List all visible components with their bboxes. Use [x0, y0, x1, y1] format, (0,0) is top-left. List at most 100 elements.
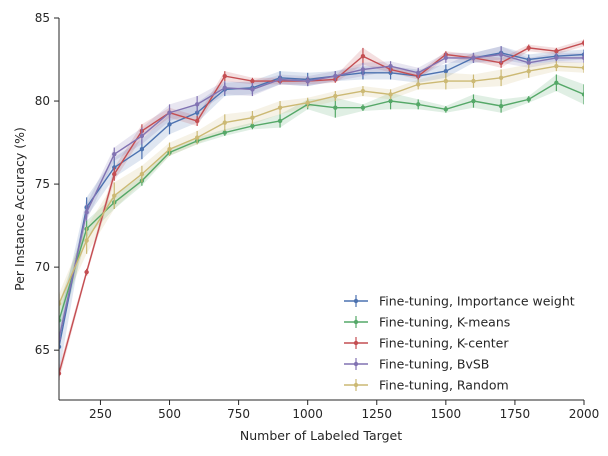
- point-fine-tuning-random: [443, 78, 449, 84]
- point-fine-tuning-random: [471, 78, 476, 84]
- x-tick-label: 500: [158, 407, 181, 421]
- point-fine-tuning-importance-weight: [194, 110, 200, 115]
- series-fine-tuning-k-means: [59, 74, 584, 337]
- point-fine-tuning-k-means: [554, 80, 559, 85]
- y-tick-label: 75: [35, 177, 50, 191]
- point-fine-tuning-bvsb: [84, 210, 89, 215]
- point-fine-tuning-random: [388, 92, 393, 97]
- point-fine-tuning-k-center: [112, 171, 117, 177]
- point-fine-tuning-k-center: [526, 45, 531, 51]
- point-fine-tuning-bvsb: [277, 77, 283, 82]
- legend: Fine-tuning, Importance weight Fine-tunin…: [344, 294, 575, 393]
- legend-marker-fine-tuning-random: [353, 382, 359, 388]
- x-tick-label: 1750: [500, 407, 531, 421]
- point-fine-tuning-bvsb: [554, 55, 559, 61]
- point-fine-tuning-random: [360, 88, 366, 94]
- line-fine-tuning-bvsb: [59, 53, 584, 339]
- point-fine-tuning-random: [112, 193, 117, 198]
- series-fine-tuning-random: [59, 61, 584, 314]
- point-fine-tuning-k-means: [416, 102, 421, 107]
- point-fine-tuning-importance-weight: [59, 344, 62, 350]
- x-ticks: 250 500 750 1000 1250 1500 1750 2000: [89, 400, 599, 421]
- point-fine-tuning-k-means: [250, 123, 255, 129]
- point-fine-tuning-bvsb: [498, 52, 504, 57]
- legend-marker-fine-tuning-importance-weight: [353, 298, 359, 304]
- legend-label-fine-tuning-importance-weight: Fine-tuning, Importance weight: [379, 294, 575, 309]
- point-fine-tuning-bvsb: [416, 70, 421, 76]
- y-tick-label: 85: [35, 11, 50, 25]
- point-fine-tuning-k-center: [581, 40, 584, 46]
- legend-item-fine-tuning-random: Fine-tuning, Random: [344, 378, 509, 393]
- point-fine-tuning-bvsb: [139, 133, 145, 139]
- legend-marker-fine-tuning-bvsb: [353, 361, 359, 367]
- point-fine-tuning-bvsb: [194, 102, 200, 107]
- x-tick-label: 1500: [431, 407, 462, 421]
- legend-label-fine-tuning-k-center: Fine-tuning, K-center: [379, 336, 509, 351]
- point-fine-tuning-importance-weight: [388, 70, 393, 76]
- point-fine-tuning-k-center: [59, 371, 62, 376]
- point-fine-tuning-bvsb: [112, 151, 117, 157]
- point-fine-tuning-bvsb: [388, 63, 393, 69]
- x-tick-label: 2000: [569, 407, 600, 421]
- y-tick-label: 70: [35, 260, 50, 274]
- legend-item-fine-tuning-k-means: Fine-tuning, K-means: [344, 315, 510, 330]
- point-fine-tuning-k-means: [443, 107, 449, 112]
- point-fine-tuning-bvsb: [222, 85, 227, 90]
- band-fine-tuning-k-means: [59, 74, 584, 337]
- point-fine-tuning-k-center: [554, 49, 559, 54]
- point-fine-tuning-importance-weight: [139, 147, 145, 152]
- legend-label-fine-tuning-k-means: Fine-tuning, K-means: [379, 315, 510, 330]
- point-fine-tuning-random: [554, 63, 559, 69]
- point-fine-tuning-random: [277, 105, 283, 110]
- point-fine-tuning-k-means: [360, 105, 366, 110]
- point-fine-tuning-k-means: [59, 318, 62, 323]
- y-ticks: 65 70 75 80 85: [35, 11, 59, 357]
- point-fine-tuning-k-center: [222, 73, 227, 79]
- point-fine-tuning-random: [498, 75, 504, 80]
- point-fine-tuning-bvsb: [167, 110, 172, 115]
- point-fine-tuning-random: [526, 68, 531, 74]
- x-tick-label: 1250: [361, 407, 392, 421]
- point-fine-tuning-importance-weight: [443, 68, 449, 74]
- point-fine-tuning-bvsb: [360, 67, 366, 72]
- point-fine-tuning-bvsb: [333, 73, 338, 79]
- point-fine-tuning-bvsb: [526, 60, 531, 66]
- line-fine-tuning-importance-weight: [59, 52, 584, 348]
- point-fine-tuning-random: [222, 120, 227, 125]
- line-fine-tuning-k-means: [59, 82, 584, 321]
- legend-marker-fine-tuning-k-means: [353, 319, 359, 325]
- axes: [58, 18, 584, 401]
- point-fine-tuning-bvsb: [59, 336, 62, 341]
- point-fine-tuning-bvsb: [471, 55, 476, 61]
- x-tick-label: 750: [227, 407, 250, 421]
- x-tick-label: 250: [89, 407, 112, 421]
- point-fine-tuning-k-means: [388, 98, 393, 104]
- point-fine-tuning-k-means: [471, 98, 476, 104]
- legend-marker-fine-tuning-k-center: [353, 340, 359, 346]
- plot-area: [59, 39, 584, 381]
- y-axis-title: Per Instance Accuracy (%): [12, 127, 27, 291]
- point-fine-tuning-random: [305, 100, 310, 105]
- point-fine-tuning-random: [333, 93, 338, 99]
- point-fine-tuning-k-means: [498, 103, 504, 109]
- point-fine-tuning-random: [250, 115, 255, 120]
- line-fine-tuning-k-center: [59, 42, 584, 374]
- legend-label-fine-tuning-random: Fine-tuning, Random: [379, 378, 509, 393]
- point-fine-tuning-random: [194, 135, 200, 140]
- legend-item-fine-tuning-bvsb: Fine-tuning, BvSB: [344, 357, 489, 372]
- y-tick-label: 80: [35, 94, 50, 108]
- point-fine-tuning-k-center: [360, 54, 366, 59]
- y-tick-label: 65: [35, 343, 50, 357]
- point-fine-tuning-k-means: [277, 118, 283, 124]
- point-fine-tuning-k-means: [333, 105, 338, 110]
- point-fine-tuning-bvsb: [305, 78, 310, 84]
- point-fine-tuning-k-means: [526, 97, 531, 102]
- point-fine-tuning-random: [59, 301, 62, 306]
- point-fine-tuning-bvsb: [443, 55, 449, 61]
- point-fine-tuning-k-center: [194, 118, 200, 124]
- legend-label-fine-tuning-bvsb: Fine-tuning, BvSB: [379, 357, 489, 372]
- point-fine-tuning-importance-weight: [167, 122, 172, 127]
- series-fine-tuning-bvsb: [59, 46, 584, 346]
- x-tick-label: 1000: [292, 407, 323, 421]
